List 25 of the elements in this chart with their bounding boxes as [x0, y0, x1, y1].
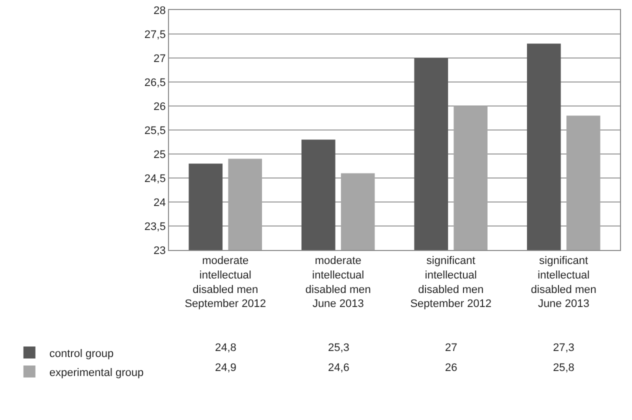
y-tick-label: 25	[154, 148, 166, 161]
x-tick-label: moderate intellectual disabled men September 2012	[184, 255, 266, 310]
data-label: 24,8	[215, 342, 236, 354]
x-tick-label: significant intellectual disabled men September 2012	[410, 255, 492, 310]
y-tick-label: 24,5	[144, 172, 166, 185]
y-tick-label: 26	[154, 100, 166, 113]
y-tick-label: 23	[154, 244, 166, 257]
y-tick-label: 27,5	[144, 28, 166, 41]
data-label: 26	[445, 362, 458, 374]
data-label: 24,6	[328, 362, 350, 374]
data-label: 25,3	[328, 342, 350, 354]
y-tick-label: 26,5	[144, 76, 166, 89]
x-tick-label: moderate intellectual disabled men June 2013	[305, 255, 371, 310]
data-label: 24,9	[215, 362, 236, 374]
y-tick-label: 24	[154, 196, 166, 209]
y-tick-label: 27	[154, 52, 166, 65]
y-tick-label: 28	[154, 4, 166, 17]
legend-label: experimental group	[49, 366, 144, 379]
data-label: 25,8	[553, 362, 574, 374]
x-tick-label: significant intellectual disabled men June 2013	[530, 255, 596, 310]
legend-label: control group	[49, 348, 114, 360]
data-label: 27	[445, 342, 458, 354]
data-label: 27,3	[553, 342, 574, 354]
y-tick-label: 25,5	[144, 124, 166, 137]
y-tick-label: 23,5	[144, 220, 166, 233]
